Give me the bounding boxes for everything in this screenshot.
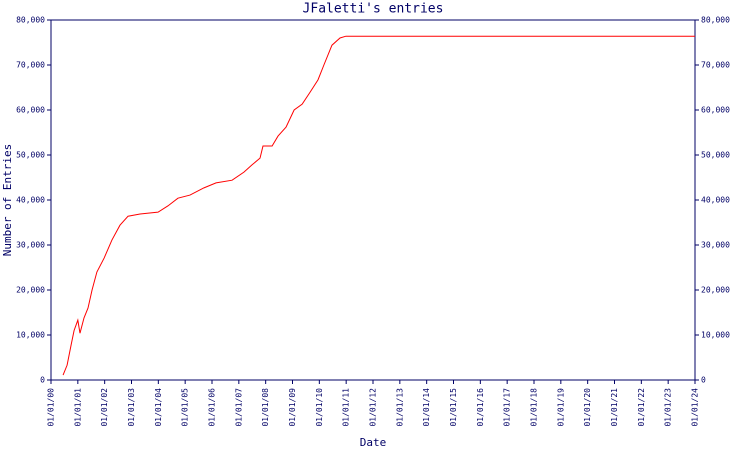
data-line bbox=[62, 35, 695, 376]
x-tick-label: 01/01/09 bbox=[288, 388, 297, 427]
y2-tick-label: 80,000 bbox=[701, 16, 730, 25]
x-tick-label: 01/01/21 bbox=[610, 388, 619, 427]
y2-tick-label: 30,000 bbox=[701, 241, 730, 250]
y-tick-label: 50,000 bbox=[16, 151, 45, 160]
x-tick-label: 01/01/06 bbox=[208, 388, 217, 427]
y-tick-label: 60,000 bbox=[16, 106, 45, 115]
x-tick-label: 01/01/11 bbox=[342, 388, 351, 427]
y2-tick-label: 0 bbox=[701, 376, 706, 385]
x-tick-label: 01/01/16 bbox=[476, 388, 485, 427]
x-tick-label: 01/01/10 bbox=[315, 388, 324, 427]
y-tick-label: 80,000 bbox=[16, 16, 45, 25]
x-axis-title: Date bbox=[360, 436, 387, 449]
y-tick-label: 0 bbox=[40, 376, 45, 385]
y-tick-label: 10,000 bbox=[16, 331, 45, 340]
y-tick-label: 20,000 bbox=[16, 286, 45, 295]
x-tick-label: 01/01/23 bbox=[664, 388, 673, 427]
y2-tick-label: 60,000 bbox=[701, 106, 730, 115]
x-tick-label: 01/01/08 bbox=[261, 388, 270, 427]
x-tick-label: 01/01/13 bbox=[395, 388, 404, 427]
x-tick-label: 01/01/02 bbox=[100, 388, 109, 427]
x-tick-label: 01/01/19 bbox=[556, 388, 565, 427]
x-tick-label: 01/01/14 bbox=[422, 388, 431, 427]
x-tick-label: 01/01/01 bbox=[73, 388, 82, 427]
x-tick-label: 01/01/07 bbox=[234, 388, 243, 427]
x-tick-label: 01/01/22 bbox=[637, 388, 646, 427]
y2-tick-label: 20,000 bbox=[701, 286, 730, 295]
x-tick-label: 01/01/17 bbox=[503, 388, 512, 427]
y2-tick-label: 40,000 bbox=[701, 196, 730, 205]
y2-tick-label: 10,000 bbox=[701, 331, 730, 340]
x-tick-label: 01/01/04 bbox=[154, 388, 163, 427]
x-tick-label: 01/01/15 bbox=[449, 388, 458, 427]
y2-tick-label: 70,000 bbox=[701, 61, 730, 70]
y-axis-title: Number of Entries bbox=[1, 144, 14, 257]
plot-frame bbox=[50, 19, 696, 381]
x-tick-label: 01/01/03 bbox=[127, 388, 136, 427]
x-tick-label: 01/01/20 bbox=[583, 388, 592, 427]
x-tick-label: 01/01/12 bbox=[369, 388, 378, 427]
x-tick-label: 01/01/18 bbox=[530, 388, 539, 427]
y-tick-label: 40,000 bbox=[16, 196, 45, 205]
x-tick-label: 01/01/00 bbox=[47, 388, 56, 427]
y2-tick-label: 50,000 bbox=[701, 151, 730, 160]
chart-title: JFaletti's entries bbox=[303, 2, 444, 17]
x-tick-label: 01/01/24 bbox=[691, 388, 700, 427]
y-tick-label: 30,000 bbox=[16, 241, 45, 250]
y-tick-label: 70,000 bbox=[16, 61, 45, 70]
x-tick-label: 01/01/05 bbox=[181, 388, 190, 427]
